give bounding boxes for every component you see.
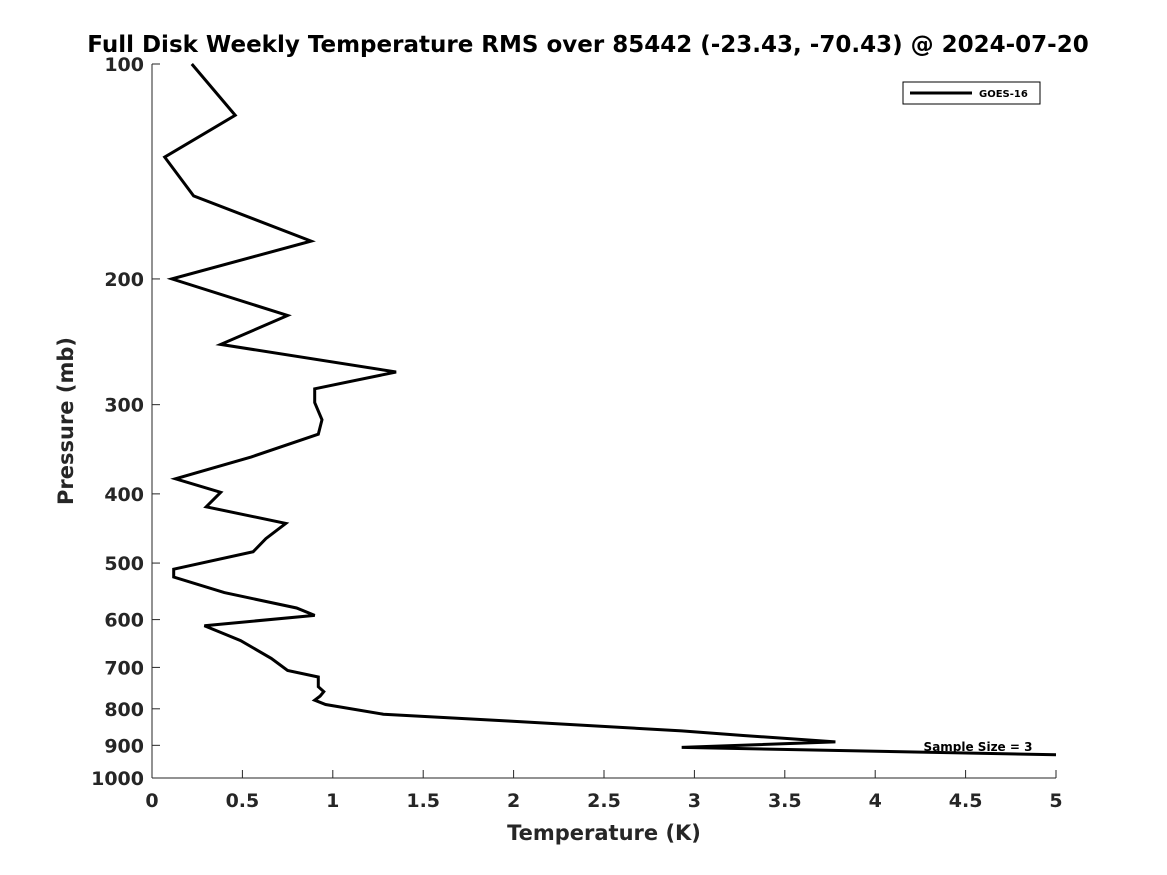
y-tick-label: 400 bbox=[104, 484, 144, 506]
y-tick-label: 700 bbox=[104, 657, 144, 679]
plot-area bbox=[152, 64, 1056, 778]
legend: GOES-16 bbox=[902, 81, 1041, 105]
x-tick-label: 4 bbox=[869, 790, 882, 812]
y-tick-label: 800 bbox=[104, 699, 144, 721]
y-tick-label: 300 bbox=[104, 395, 144, 417]
x-tick-label: 2.5 bbox=[587, 790, 621, 812]
sample-size-annotation: Sample Size = 3 bbox=[924, 740, 1033, 754]
x-tick-label: 4.5 bbox=[949, 790, 983, 812]
x-tick-label: 5 bbox=[1049, 790, 1062, 812]
x-tick-label: 0 bbox=[145, 790, 158, 812]
series-group bbox=[162, 63, 1057, 757]
series-line-goes-16 bbox=[162, 63, 1057, 757]
y-axis-title: Pressure (mb) bbox=[54, 337, 78, 505]
y-tick-label: 600 bbox=[104, 610, 144, 632]
x-tick-label: 3.5 bbox=[768, 790, 802, 812]
x-tick-label: 0.5 bbox=[226, 790, 260, 812]
x-tick-label: 1 bbox=[326, 790, 339, 812]
x-tick-label: 3 bbox=[688, 790, 701, 812]
y-tick-label: 900 bbox=[104, 735, 144, 757]
y-tick-label: 200 bbox=[104, 269, 144, 291]
x-tick-label: 2 bbox=[507, 790, 520, 812]
x-axis-title: Temperature (K) bbox=[507, 821, 701, 845]
y-tick-label: 500 bbox=[104, 553, 144, 575]
y-axis: 100 200 300 400 500 600 700 800 900 1000 bbox=[91, 54, 160, 790]
x-axis: 0 0.5 1 1.5 2 2.5 3 3.5 4 4.5 5 bbox=[145, 770, 1063, 812]
x-tick-label: 1.5 bbox=[406, 790, 440, 812]
y-tick-label: 1000 bbox=[91, 768, 144, 790]
chart-title: Full Disk Weekly Temperature RMS over 85… bbox=[87, 32, 1089, 58]
legend-entry-goes-16: GOES-16 bbox=[979, 89, 1028, 100]
y-tick-label: 100 bbox=[104, 54, 144, 76]
